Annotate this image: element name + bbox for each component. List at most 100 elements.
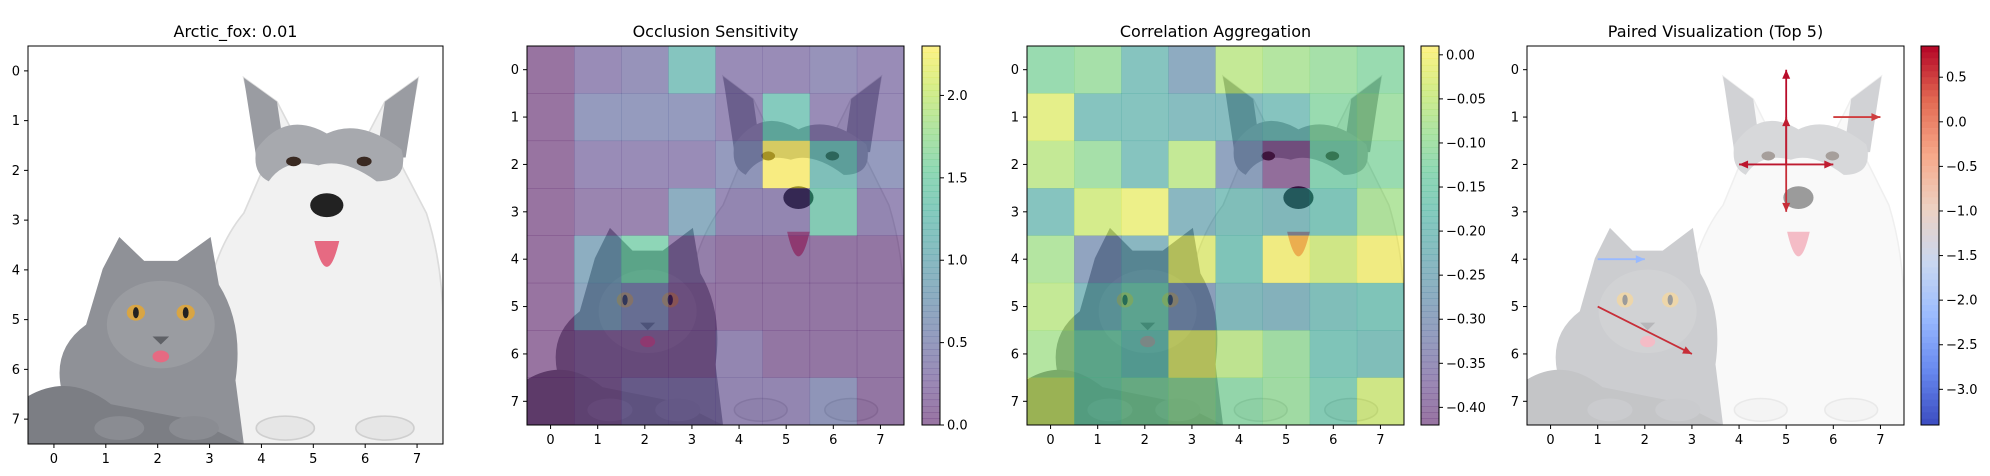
x-tick-label: 3 [205, 452, 213, 467]
colorbar-segment [1421, 83, 1439, 91]
colorbar-segment [1421, 298, 1439, 306]
x-tick-label: 3 [1188, 433, 1196, 448]
colorbar-segment [1921, 304, 1939, 312]
heatmap-cell-2-7 [856, 140, 905, 189]
heatmap-cell-4-0 [1027, 235, 1075, 284]
heatmap-cell-3-3 [668, 188, 716, 236]
colorbar-segment [922, 83, 940, 91]
heatmap-cell-4-6 [809, 235, 858, 284]
y-tick-label: 3 [1011, 205, 1019, 220]
colorbar-segment [922, 260, 940, 268]
colorbar-segment [1421, 140, 1439, 148]
heatmap-cell-6-7 [1356, 330, 1405, 378]
colorbar: 0.5 0.0 −0.5 −1.0 −1.5 −2.0 −2.5 −3.0 [1920, 45, 1978, 426]
y-tick-label: 1 [12, 114, 20, 129]
heatmap-cell-3-6 [809, 188, 858, 236]
colorbar-segment [922, 77, 940, 85]
heatmap-cell-7-6 [809, 377, 858, 426]
heatmap-cell-4-7 [1356, 235, 1405, 284]
colorbar-segment [1421, 418, 1439, 426]
colorbar-tick-label: 0.0 [947, 419, 968, 434]
colorbar-segment [1421, 304, 1439, 312]
x-tick-label: 6 [361, 452, 369, 467]
colorbar-segment [922, 380, 940, 388]
arrow-head-5 [1871, 113, 1881, 122]
heatmap-cell-0-6 [809, 46, 858, 94]
heatmap-cell-0-7 [856, 46, 905, 94]
x-tick-label: 1 [1094, 433, 1102, 448]
colorbar-segment [1921, 286, 1939, 293]
colorbar-segment [1421, 336, 1439, 344]
heatmap-cell-4-5 [1262, 235, 1311, 284]
colorbar-segment [922, 273, 940, 281]
heatmap-cell-6-5 [762, 330, 811, 378]
colorbar-segment [1921, 134, 1939, 142]
heatmap-cell-5-6 [809, 282, 858, 331]
colorbar-segment [1921, 58, 1939, 66]
heatmap-cell-0-7 [1356, 46, 1405, 94]
x-tick-label: 5 [309, 452, 317, 467]
heatmap-cell-4-3 [668, 235, 716, 284]
heatmap-cell-2-0 [527, 140, 575, 189]
colorbar-segment [1421, 380, 1439, 388]
colorbar-segment [922, 342, 940, 350]
heatmap-cell-2-2 [621, 140, 669, 189]
colorbar-segment [1921, 147, 1939, 154]
heatmap-cell-4-4 [1215, 235, 1263, 284]
x-tick-label: 0 [1546, 433, 1554, 448]
colorbar-segment [1921, 273, 1939, 281]
panel-0: Arctic_fox: 0.01 0 1 2 3 4 5 6 7 0 1 2 3 4 5 6 7 [12, 22, 444, 467]
colorbar-segment [1421, 260, 1439, 268]
x-tick-label: 6 [1329, 433, 1337, 448]
heatmap-cell-7-5 [762, 377, 811, 426]
colorbar-segment [922, 197, 940, 205]
heatmap-cell-0-3 [1168, 46, 1216, 94]
heatmap-cell-3-4 [715, 188, 763, 236]
colorbar-segment [1421, 90, 1439, 97]
y-tick-label: 1 [1511, 111, 1519, 126]
colorbar-segment [1421, 210, 1439, 217]
colorbar-tick-label: −0.40 [1446, 401, 1486, 416]
heatmap-cell-6-3 [1168, 330, 1216, 378]
heatmap-cell-5-4 [715, 282, 763, 331]
heatmap-cell-5-7 [856, 282, 905, 331]
colorbar-tick-label: 2.0 [947, 89, 968, 104]
heatmap-cell-6-1 [574, 330, 622, 378]
heatmap-cell-0-0 [1027, 46, 1075, 94]
x-tick-label: 0 [1046, 433, 1054, 448]
colorbar-segment [1921, 90, 1939, 97]
heatmap-cell-6-3 [668, 330, 716, 378]
colorbar-segment [922, 102, 940, 110]
colorbar-segment [922, 418, 940, 426]
colorbar-segment [1421, 46, 1439, 53]
heatmap-cell-7-6 [1309, 377, 1358, 426]
colorbar-segment [922, 71, 940, 78]
heatmap-cell-2-5 [762, 140, 811, 189]
photo-fade [1527, 46, 1904, 425]
heatmap-cell-1-0 [527, 93, 575, 142]
x-tick-label: 4 [1235, 433, 1243, 448]
colorbar-segment [1421, 292, 1439, 299]
y-tick-label: 3 [1511, 205, 1519, 220]
colorbar-segment [1921, 399, 1939, 407]
x-tick-label: 2 [154, 452, 162, 467]
y-tick-label: 0 [511, 63, 519, 78]
heatmap-cell-5-2 [1121, 282, 1169, 331]
panel-2: Correlation Aggregation 0 1 2 3 4 5 6 7 0 1 2 3 4 5 6 7 0… [1011, 22, 1486, 448]
colorbar-segment [922, 406, 940, 413]
y-tick-label: 5 [511, 300, 519, 315]
colorbar-segment [1921, 317, 1939, 325]
colorbar-segment [1921, 292, 1939, 299]
colorbar-segment [1921, 229, 1939, 236]
colorbar-segment [1421, 330, 1439, 337]
chart-title: Arctic_fox: 0.01 [174, 22, 298, 42]
heatmap-cell-2-6 [1309, 140, 1358, 189]
colorbar-tick-label: −0.5 [1946, 160, 1978, 175]
colorbar-segment [1421, 222, 1439, 230]
colorbar-segment [1921, 355, 1939, 363]
colorbar-segment [1421, 323, 1439, 331]
colorbar-segment [1921, 241, 1939, 249]
arrow-line-7 [1597, 305, 1693, 355]
colorbar-segment [1421, 241, 1439, 249]
y-tick-label: 2 [1511, 158, 1519, 173]
